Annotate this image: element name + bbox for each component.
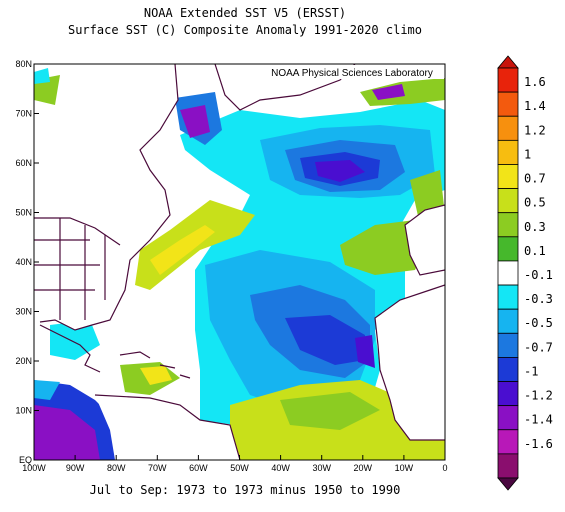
colorbar-segment — [497, 188, 519, 214]
coastlines — [34, 64, 445, 460]
colorbar-segment — [497, 405, 519, 431]
lon-label: 60W — [189, 463, 208, 473]
coast-greenland — [214, 64, 356, 111]
colorbar-segment — [497, 212, 519, 238]
colorbar-label: -1 — [524, 364, 538, 378]
lat-label: 10N — [15, 406, 32, 416]
credit-label: NOAA Physical Sciences Laboratory — [271, 68, 433, 79]
border-us-states — [34, 218, 106, 320]
colorbar-segment — [497, 67, 519, 93]
coast-africa — [374, 284, 445, 441]
colorbar-top-arrow — [497, 55, 519, 69]
coast-south-america — [94, 394, 241, 460]
colorbar-label: 1.4 — [524, 99, 546, 113]
coast-gulf — [39, 324, 101, 373]
lon-label: 10W — [395, 463, 414, 473]
lon-label: 30W — [312, 463, 331, 473]
colorbar-segment — [497, 429, 519, 455]
land-north-america — [34, 64, 178, 330]
lat-label: 70N — [15, 109, 32, 119]
anomaly-region-southwest-core — [34, 405, 100, 460]
anomaly-region-tropical-green — [280, 392, 380, 430]
colorbar-label: 0.3 — [524, 220, 546, 234]
anomaly-region-arctic-negative — [372, 84, 405, 100]
colorbar-label: -1.6 — [524, 437, 553, 451]
map-ticks — [33, 63, 446, 461]
anomaly-region-southwest-cyan — [34, 380, 60, 400]
colorbar-segment — [497, 164, 519, 189]
colorbar-label: -1.4 — [524, 413, 553, 427]
map-subtitle: Surface SST (C) Composite Anomaly 1991-2… — [67, 23, 422, 37]
land-africa — [375, 285, 445, 440]
colorbar-label: -0.1 — [524, 268, 553, 282]
land-europe — [405, 205, 445, 275]
colorbar-segment — [497, 357, 519, 382]
colorbar-label: -0.3 — [524, 292, 553, 306]
colorbar-label: 0.7 — [524, 172, 546, 186]
period-label: Jul to Sep: 1973 to 1973 minus 1950 to 1… — [89, 483, 401, 497]
anomaly-region-gulfstream-core — [150, 225, 215, 275]
lon-label: 20W — [354, 463, 373, 473]
colorbar-label: 0.1 — [524, 244, 546, 258]
colorbar-segment — [497, 381, 519, 407]
land-south-america — [95, 395, 240, 460]
colorbar-segment — [497, 260, 519, 286]
lat-label: EQ — [19, 455, 32, 465]
colorbar-label: -0.7 — [524, 340, 553, 354]
colorbar-segment — [497, 115, 519, 141]
colorbar-segment — [497, 332, 519, 358]
lon-label: 0 — [442, 463, 447, 473]
colorbar-segment — [497, 453, 519, 479]
lat-label: 60N — [15, 158, 32, 168]
coast-caribbean-islands — [119, 351, 191, 379]
colorbar-segment — [497, 308, 519, 334]
lat-label: 50N — [15, 208, 32, 218]
lat-label: 20N — [15, 356, 32, 366]
colorbar-label: 1 — [524, 147, 531, 161]
colorbar-label: -0.5 — [524, 316, 553, 330]
colorbar-label: 1.2 — [524, 123, 546, 137]
coast-north-america — [39, 64, 179, 331]
lon-label: 40W — [271, 463, 290, 473]
colorbar-segment — [497, 284, 519, 310]
colorbar-segment — [497, 236, 519, 262]
map-field — [34, 64, 445, 460]
colorbar-label: 0.5 — [524, 196, 546, 210]
anomaly-region-greenland-core — [180, 105, 210, 138]
coast-europe — [404, 204, 445, 276]
lon-label: 50W — [230, 463, 249, 473]
colorbar-label: 1.6 — [524, 75, 546, 89]
anomaly-region-dark-blue — [285, 152, 380, 365]
anomaly-region-gulf-of-mexico — [50, 320, 100, 360]
lon-label: 90W — [66, 463, 85, 473]
land-patch-cyan — [34, 68, 50, 84]
lat-label: 40N — [15, 257, 32, 267]
map-title: NOAA Extended SST V5 (ERSST) — [143, 6, 347, 20]
colorbar-segment — [497, 139, 519, 165]
lon-label: 100W — [22, 463, 46, 473]
anomaly-region-purple — [315, 160, 375, 368]
lat-label: 80N — [15, 59, 32, 69]
lon-label: 70W — [148, 463, 167, 473]
credit-box — [258, 65, 444, 79]
lon-label: 80W — [107, 463, 126, 473]
lat-label: 30N — [15, 307, 32, 317]
anomaly-region-mid-blue — [205, 125, 435, 405]
colorbar-segment — [497, 91, 519, 117]
border-us-canada — [34, 217, 121, 246]
colorbar-label: -1.2 — [524, 389, 553, 403]
colorbar-bottom-arrow — [497, 477, 519, 491]
anomaly-region-caribbean-core — [140, 366, 172, 385]
